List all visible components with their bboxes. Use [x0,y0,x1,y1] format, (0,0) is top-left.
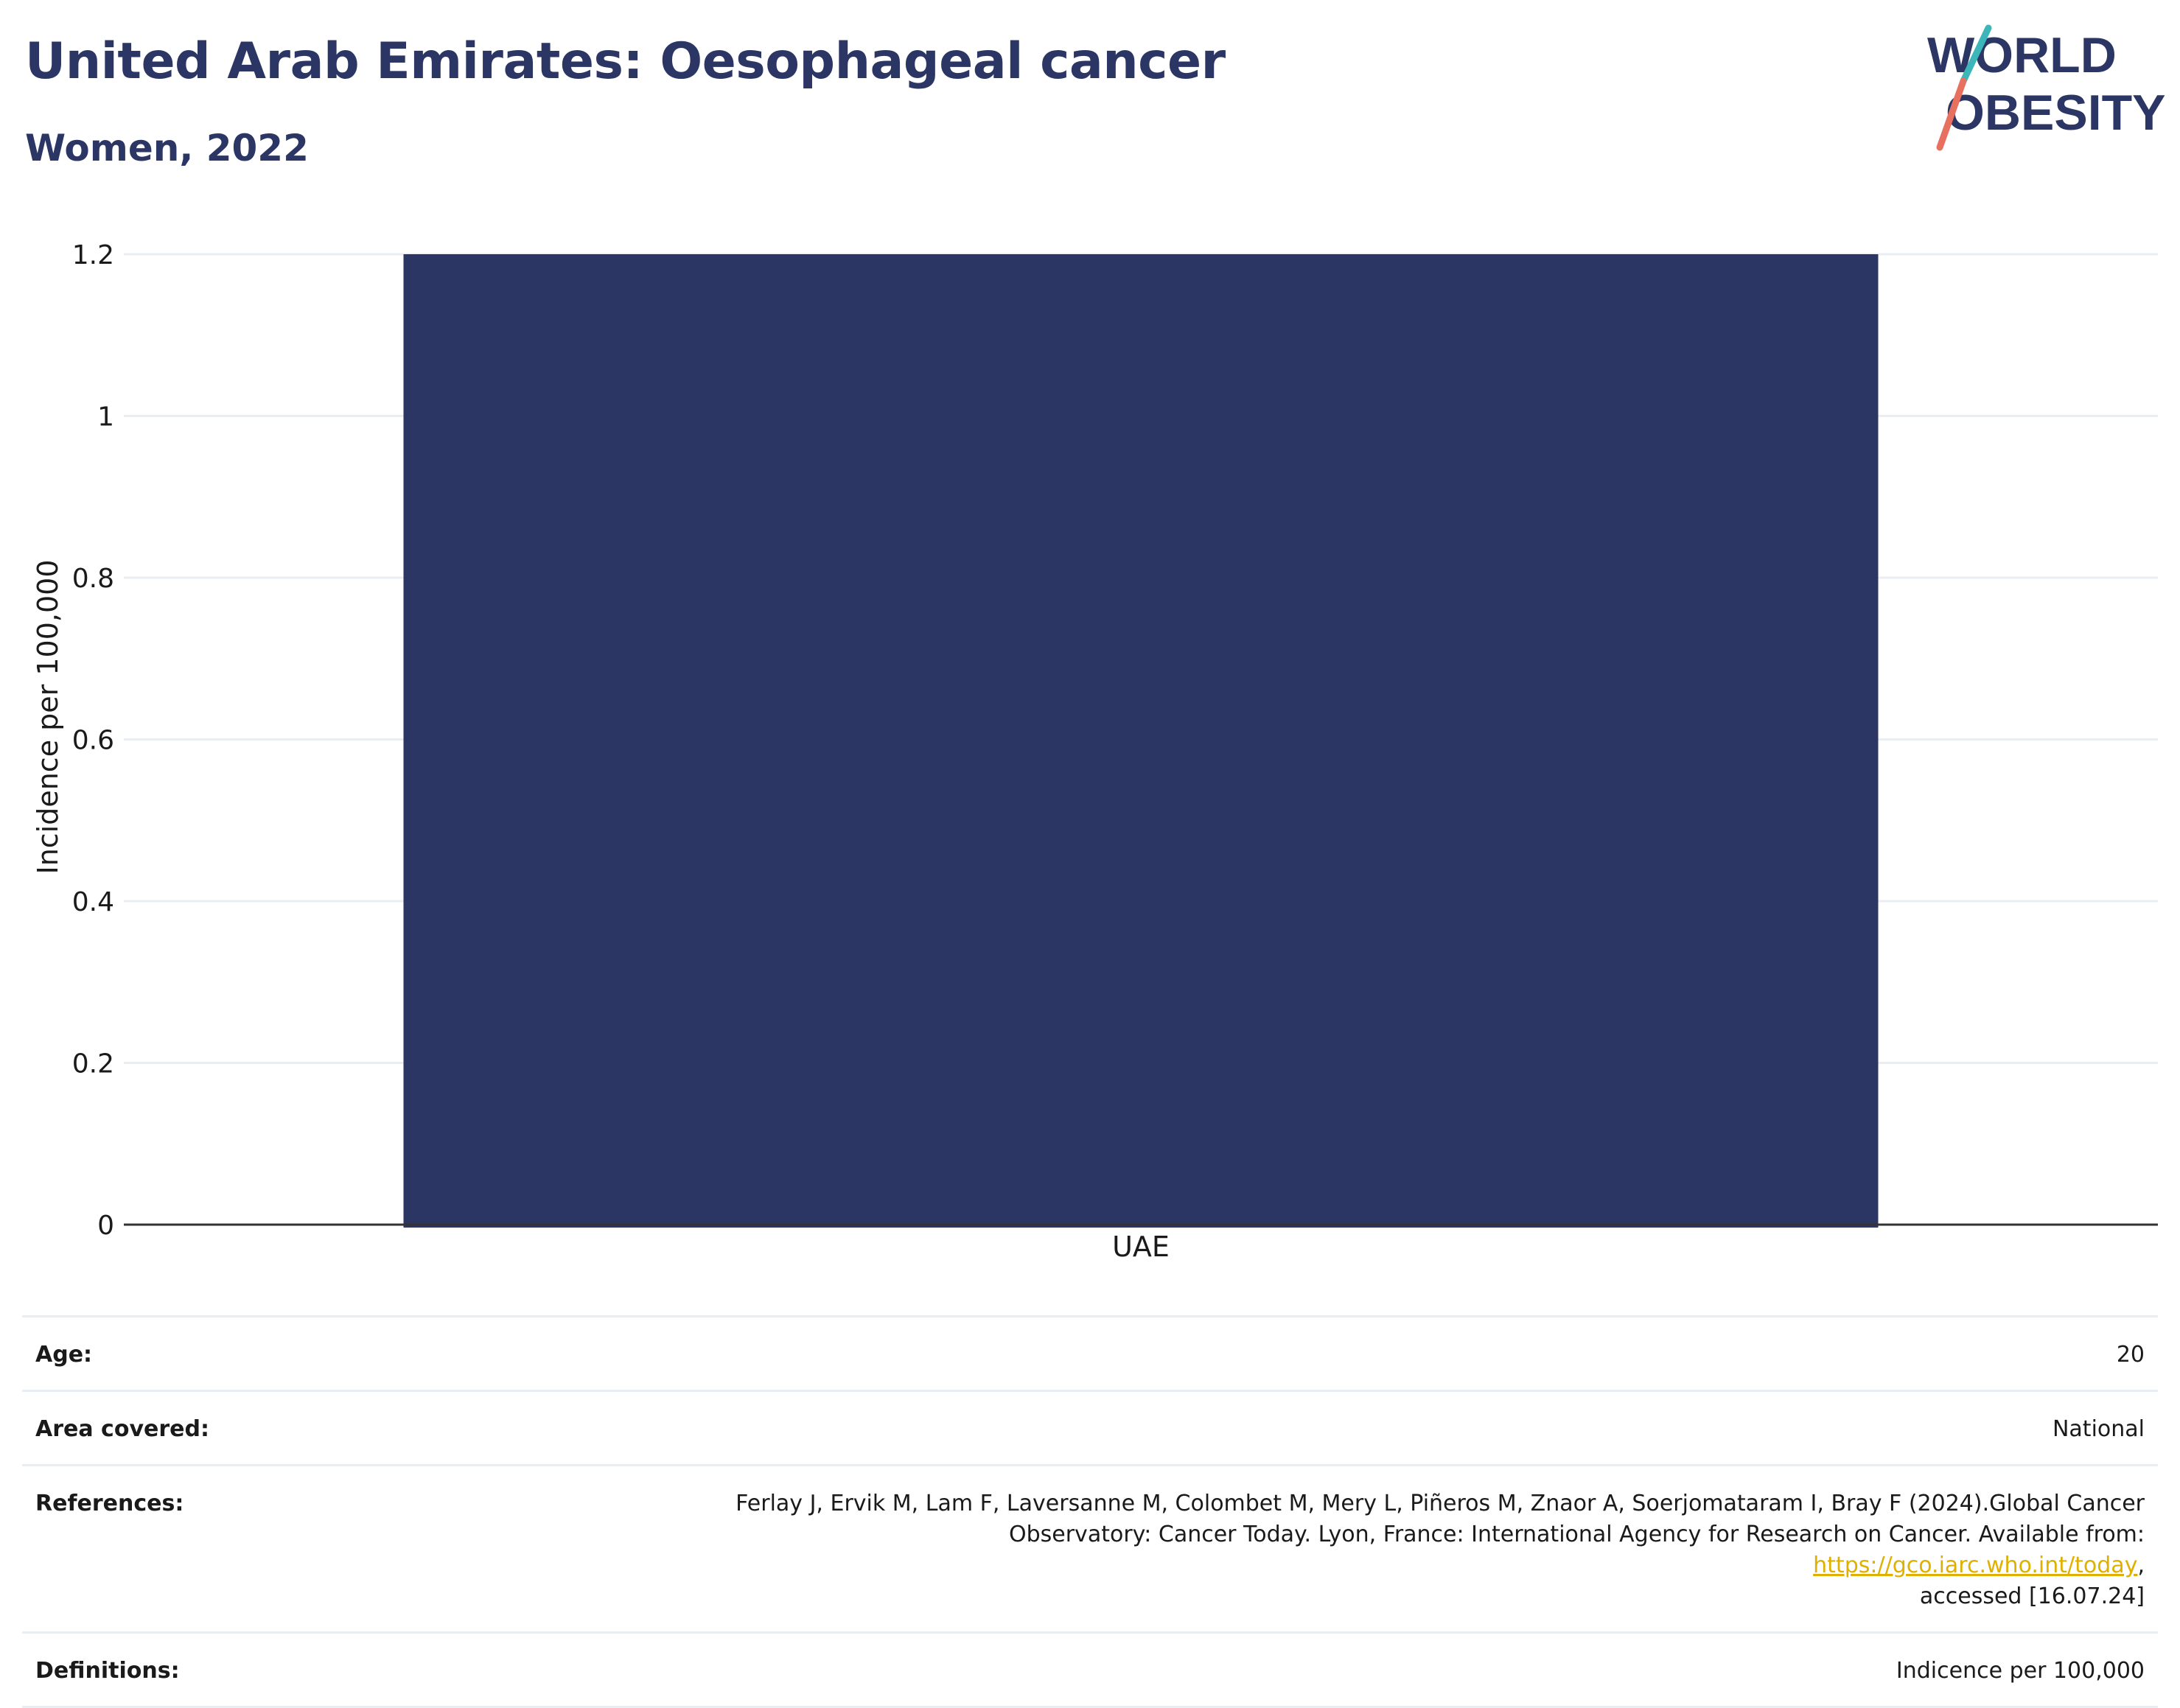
y-tick-label: 0.8 [72,564,114,594]
bars [403,254,1879,1228]
y-axis-ticks: 0 0.2 0.4 0.6 0.8 1 1.2 [72,240,114,1241]
references-text-line2: Observatory: Cancer Today. Lyon, France:… [1008,1522,2145,1547]
y-tick-label: 0.6 [72,726,114,756]
meta-row-definitions: Definitions: Indicence per 100,000 [22,1631,2158,1708]
y-tick-label: 0 [97,1211,114,1241]
age-label: Age: [35,1342,93,1368]
logo-text-line1: WORLD [1927,27,2117,83]
area-covered-value: National [2052,1416,2145,1442]
references-label: References: [35,1491,184,1516]
bar-uae [403,254,1879,1228]
age-value: 20 [2116,1342,2145,1368]
meta-row-area: Area covered: National [22,1390,2158,1464]
references-link[interactable]: https://gco.iarc.who.int/today [1813,1553,2138,1578]
y-tick-label: 1.2 [72,240,114,270]
references-text-line3: accessed [16.07.24] [1919,1583,2145,1609]
references-text-line1: Ferlay J, Ervik M, Lam F, Laversanne M, … [736,1491,2145,1516]
area-covered-label: Area covered: [35,1416,209,1442]
definitions-value: Indicence per 100,000 [1896,1658,2145,1684]
y-axis-label: Incidence per 100,000 [32,559,64,874]
x-tick-label: UAE [1112,1231,1170,1263]
definitions-label: Definitions: [35,1658,180,1684]
world-obesity-logo: WORLD OBESITY [1927,24,2166,151]
meta-row-age: Age: 20 [22,1315,2158,1390]
logo-slash-teal [1960,24,1992,85]
meta-row-references: References: Ferlay J, Ervik M, Lam F, La… [22,1464,2158,1631]
x-axis-ticks: UAE [1112,1231,1170,1263]
y-tick-label: 1 [97,402,114,433]
metadata-table: Age: 20 Area covered: National Reference… [22,1315,2158,1708]
references-value: Ferlay J, Ervik M, Lam F, Laversanne M, … [671,1488,2145,1612]
logo-slash-coral [1936,77,1967,151]
bar-chart: 0 0.2 0.4 0.6 0.8 1 1.2 UAE Incidence per 100,… [32,240,2158,1263]
page-title: United Arab Emirates: Oesophageal cancer [25,32,1226,91]
y-tick-label: 0.4 [72,887,114,917]
page-subtitle: Women, 2022 [25,127,309,169]
y-tick-label: 0.2 [72,1049,114,1079]
logo-text-line2: OBESITY [1946,85,2166,141]
references-text-comma: , [2137,1553,2145,1578]
